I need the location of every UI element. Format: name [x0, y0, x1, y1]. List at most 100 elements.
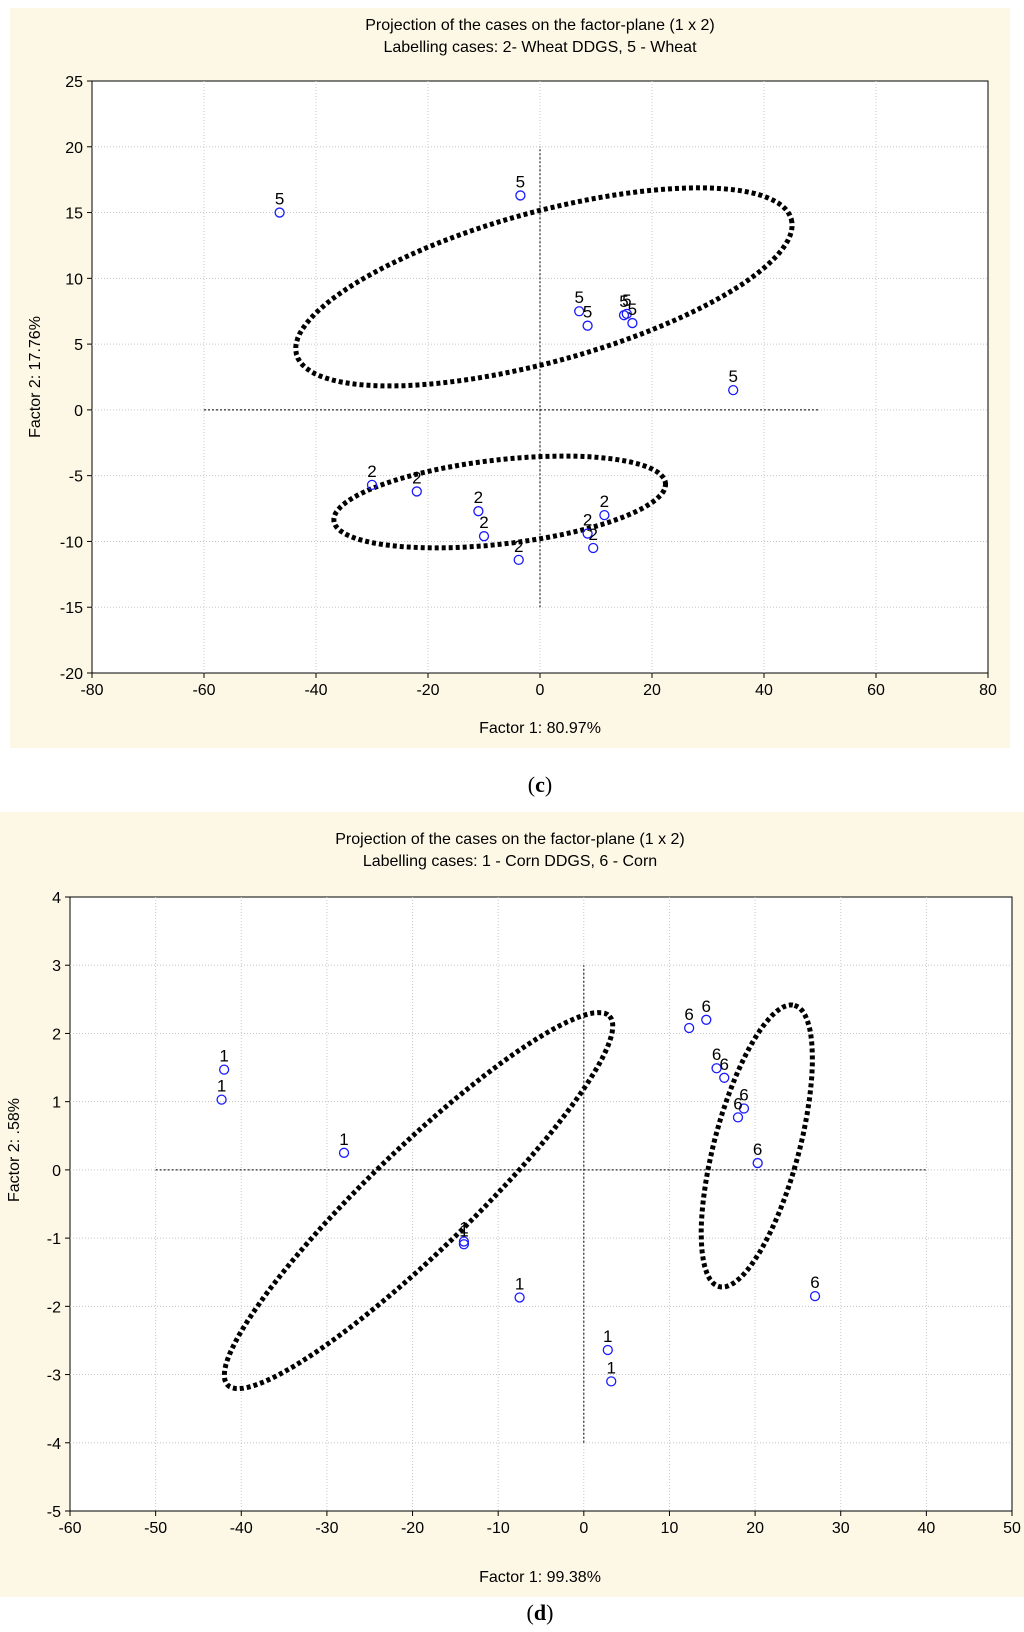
chart-c-xtick-label: 20 [643, 682, 661, 699]
chart-d-subtitle: Labelling cases: 1 - Corn DDGS, 6 - Corn [363, 853, 657, 870]
chart-c-data-point [411, 486, 422, 497]
chart-d-data-point [711, 1063, 722, 1074]
panel-c-caption: (c) [528, 772, 552, 797]
chart-d-point-label: 1 [459, 1219, 468, 1238]
chart-d-ytick-label: -2 [47, 1299, 61, 1316]
chart-c-xtick-label: -80 [80, 682, 103, 699]
chart-d-xtick-label: -50 [144, 1520, 167, 1537]
chart-c-data-point [627, 317, 638, 329]
chart-d-point-label: 6 [739, 1085, 748, 1104]
chart-d-data-point [606, 1376, 617, 1387]
chart-c-data-point [599, 509, 610, 521]
chart-d-data-point [738, 1103, 750, 1114]
chart-c-data-point [515, 190, 526, 201]
chart-c-point-label: 5 [516, 172, 525, 191]
chart-c-data-point [582, 528, 593, 539]
chart-c-ytick-label: 25 [65, 74, 83, 91]
chart-d-point-label: 1 [515, 1274, 524, 1293]
chart-c-xtick-label: 60 [867, 682, 885, 699]
chart-c-point-label: 5 [622, 291, 631, 310]
chart-d-ytick-label: 0 [52, 1163, 61, 1180]
chart-c-ylabel: Factor 2: 17.76% [27, 316, 44, 438]
chart-d-point-label: 1 [459, 1221, 468, 1240]
chart-d-ytick-label: -4 [47, 1436, 61, 1453]
chart-c-group-ellipse [331, 453, 668, 551]
chart-d-point-label: 1 [339, 1130, 348, 1149]
chart-d-ytick-label: 1 [52, 1095, 61, 1112]
chart-d-xtick-label: -10 [487, 1520, 510, 1537]
panel-d-caption: (d) [527, 1600, 554, 1625]
panel-c: Projection of the cases on the factor-pl… [10, 8, 1010, 797]
chart-c-point-label: 5 [275, 190, 284, 209]
chart-c-ytick-label: 5 [74, 337, 83, 354]
chart-c-data-point [574, 306, 585, 317]
chart-c-ytick-label: 20 [65, 140, 83, 157]
chart-c-xlabel: Factor 1: 80.97% [479, 720, 601, 737]
chart-d-point-label: 6 [684, 1005, 693, 1024]
chart-d-point-label: 1 [219, 1047, 228, 1066]
chart-d-xtick-label: 50 [1003, 1520, 1021, 1537]
chart-c-point-label: 5 [583, 303, 592, 322]
chart-c-point-label: 5 [628, 300, 637, 319]
chart-c-point-label: 2 [367, 462, 376, 481]
chart-d-point-label: 1 [606, 1358, 615, 1377]
chart-c-xtick-label: -20 [416, 682, 439, 699]
chart-d-xtick-label: -30 [315, 1520, 338, 1537]
chart-d-xtick-label: 30 [832, 1520, 850, 1537]
chart-d-point-label: 6 [712, 1045, 721, 1064]
chart-d-xtick-label: 0 [579, 1520, 588, 1537]
chart-d-ytick-label: 2 [52, 1026, 61, 1043]
chart-d-xtick-label: -20 [401, 1520, 424, 1537]
chart-d-ylabel: Factor 2: .58% [6, 1098, 23, 1202]
chart-d-group-ellipse [698, 1002, 815, 1290]
chart-d-xtick-label: -60 [58, 1520, 81, 1537]
chart-c-point-label: 2 [514, 537, 523, 556]
chart-c-data-point [618, 310, 630, 321]
chart-d-point-label: 1 [217, 1077, 226, 1096]
chart-c-ytick-label: 15 [65, 206, 83, 223]
chart-d-ytick-label: -1 [47, 1231, 61, 1248]
chart-d-data-point [514, 1292, 525, 1303]
chart-c-xtick-label: -60 [192, 682, 215, 699]
chart-d-data-point [719, 1072, 730, 1083]
chart-c-point-label: 2 [588, 525, 597, 544]
chart-d-ytick-label: -3 [47, 1368, 61, 1385]
chart-d-xtick-label: 20 [746, 1520, 764, 1537]
chart-c-data-point [274, 207, 285, 218]
chart-d-data-point [809, 1290, 821, 1302]
chart-c-data-point [366, 479, 378, 491]
chart-c-subtitle: Labelling cases: 2- Wheat DDGS, 5 - Whea… [383, 39, 697, 56]
chart-d-point-label: 6 [810, 1273, 819, 1292]
chart-d-ytick-label: 3 [52, 958, 61, 975]
chart-d-data-point [216, 1094, 227, 1105]
chart-d-point-label: 6 [720, 1055, 729, 1074]
chart-c-xtick-label: -40 [304, 682, 327, 699]
chart-d-point-label: 6 [733, 1094, 742, 1113]
chart-d-data-point [458, 1239, 470, 1250]
chart-d-data-point [602, 1344, 613, 1356]
chart-c-point-label: 2 [412, 468, 421, 487]
chart-c-xtick-label: 80 [979, 682, 997, 699]
chart-d-data-point [701, 1014, 712, 1025]
chart-c-ytick-label: -15 [60, 600, 83, 617]
chart-d-title: Projection of the cases on the factor-pl… [335, 831, 685, 848]
chart-d-xtick-label: 40 [917, 1520, 935, 1537]
chart-c-ytick-label: 10 [65, 271, 83, 288]
chart-d-data-point [752, 1157, 763, 1169]
chart-d-xtick-label: 10 [661, 1520, 679, 1537]
chart-d-data-point [732, 1112, 744, 1123]
chart-c-point-label: 5 [574, 288, 583, 307]
panel-d: Projection of the cases on the factor-pl… [0, 812, 1024, 1625]
chart-d-data-point [218, 1064, 230, 1075]
chart-c-point-label: 2 [479, 513, 488, 532]
chart-d-xlabel: Factor 1: 99.38% [479, 1569, 601, 1586]
chart-c-xtick-label: 0 [536, 682, 545, 699]
chart-d-point-label: 1 [603, 1327, 612, 1346]
chart-c-data-point [588, 542, 599, 554]
chart-c-data-point [582, 320, 593, 331]
chart-d-ytick-label: 4 [52, 890, 61, 907]
chart-c-data-point [513, 554, 524, 566]
chart-c-ytick-label: -10 [60, 534, 83, 551]
chart-c-data-point [473, 506, 484, 517]
chart-c-point-label: 2 [474, 488, 483, 507]
